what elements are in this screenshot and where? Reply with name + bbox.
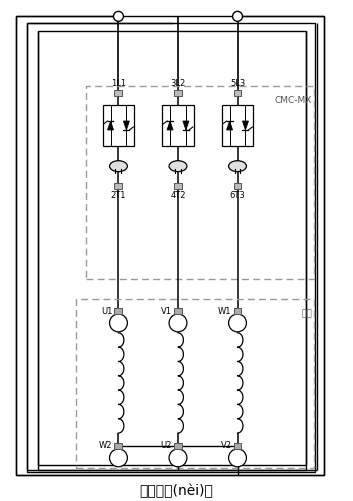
Bar: [114, 90, 122, 96]
Circle shape: [114, 12, 124, 22]
Bar: [174, 443, 182, 449]
Text: 三角形內(nèi)接: 三角形內(nèi)接: [139, 483, 213, 498]
Bar: [234, 90, 241, 96]
Bar: [114, 308, 122, 314]
Polygon shape: [243, 121, 249, 130]
Bar: [38, 31, 306, 470]
Bar: [76, 299, 314, 468]
Text: V1: V1: [161, 307, 172, 316]
Bar: [114, 443, 122, 449]
Text: U2: U2: [161, 441, 172, 450]
Polygon shape: [227, 121, 233, 130]
Text: W2: W2: [99, 441, 113, 450]
Circle shape: [109, 314, 127, 332]
Polygon shape: [183, 121, 189, 130]
Bar: [234, 308, 241, 314]
Text: 5L3: 5L3: [230, 79, 245, 88]
Bar: [174, 183, 182, 189]
Polygon shape: [167, 121, 173, 130]
Text: 4T2: 4T2: [170, 191, 186, 200]
Bar: [114, 183, 122, 189]
Bar: [234, 183, 241, 189]
Text: CMC-MX: CMC-MX: [275, 96, 312, 105]
Text: 1L1: 1L1: [111, 79, 126, 88]
Bar: [16, 17, 324, 475]
Ellipse shape: [169, 161, 187, 172]
Bar: [27, 24, 315, 472]
Bar: [222, 105, 253, 146]
Circle shape: [229, 314, 246, 332]
Bar: [174, 308, 182, 314]
Bar: [86, 86, 314, 279]
Bar: [162, 105, 194, 146]
Circle shape: [233, 12, 243, 22]
Circle shape: [169, 449, 187, 467]
Polygon shape: [108, 121, 114, 130]
Text: 電機: 電機: [301, 309, 312, 318]
Text: V2: V2: [221, 441, 232, 450]
Circle shape: [109, 449, 127, 467]
Bar: [103, 105, 134, 146]
Text: 2T1: 2T1: [111, 191, 126, 200]
Text: 3L2: 3L2: [170, 79, 186, 88]
Text: U1: U1: [101, 307, 113, 316]
Ellipse shape: [109, 161, 127, 172]
Polygon shape: [124, 121, 129, 130]
Circle shape: [169, 314, 187, 332]
Text: W1: W1: [218, 307, 232, 316]
Bar: [234, 443, 241, 449]
Circle shape: [229, 449, 246, 467]
Bar: [174, 90, 182, 96]
Ellipse shape: [229, 161, 246, 172]
Text: 6T3: 6T3: [230, 191, 245, 200]
